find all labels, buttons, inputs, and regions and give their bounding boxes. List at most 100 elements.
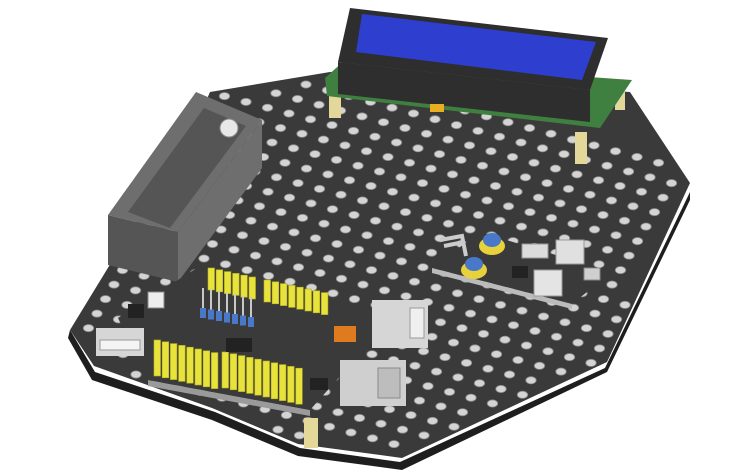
mounting-hole: [91, 309, 103, 318]
mounting-hole: [627, 202, 639, 211]
mounting-hole: [382, 237, 395, 246]
mounting-hole: [275, 208, 287, 217]
mounting-hole: [537, 228, 549, 237]
mounting-hole: [652, 158, 665, 167]
header-pin: [288, 285, 296, 308]
header-pin: [238, 355, 246, 392]
mounting-hole: [361, 231, 373, 240]
mounting-hole: [266, 222, 279, 231]
header-pin: [211, 352, 219, 389]
mounting-hole: [323, 422, 336, 431]
mounting-hole: [429, 199, 442, 208]
mounting-hole: [420, 129, 433, 138]
header-pin-metal: [218, 291, 220, 311]
mounting-hole: [375, 419, 387, 428]
mounting-hole: [490, 350, 503, 359]
jumper-block: [248, 317, 254, 327]
mounting-hole: [511, 187, 523, 196]
mounting-hole: [413, 396, 426, 405]
mounting-hole: [330, 155, 343, 164]
mounting-hole: [382, 152, 394, 161]
jumper-block: [232, 314, 238, 324]
mounting-hole: [387, 271, 399, 280]
mounting-hole: [512, 355, 524, 364]
mounting-hole: [369, 216, 382, 225]
mounting-hole: [469, 344, 481, 353]
orange-component: [334, 326, 356, 342]
mounting-hole: [292, 263, 305, 272]
mounting-hole: [516, 390, 529, 399]
mounting-hole: [326, 121, 338, 130]
mounting-hole: [610, 231, 622, 240]
mounting-hole: [322, 170, 334, 179]
mounting-hole: [412, 228, 425, 237]
mounting-hole: [528, 158, 540, 167]
mounting-hole: [460, 358, 473, 367]
mounting-hole: [272, 425, 284, 434]
mounting-hole: [443, 303, 455, 312]
mounting-hole: [545, 129, 557, 138]
mounting-hole: [249, 251, 262, 260]
mounting-hole: [459, 190, 472, 199]
mounting-hole: [609, 147, 622, 156]
mounting-hole: [317, 135, 330, 144]
sensor-connector-b: [555, 239, 585, 265]
mounting-hole: [494, 300, 507, 309]
header-pins: [153, 267, 329, 405]
header-pin: [304, 288, 312, 312]
header-pin: [262, 360, 270, 398]
mounting-hole: [301, 248, 313, 257]
mounting-hole: [356, 112, 368, 121]
mounting-hole: [262, 187, 274, 196]
mounting-hole: [332, 408, 344, 417]
mounting-hole: [507, 321, 520, 330]
mounting-hole: [567, 219, 579, 228]
mounting-hole: [218, 92, 231, 101]
mounting-hole: [592, 176, 605, 185]
mounting-hole: [433, 150, 446, 159]
mounting-hole: [313, 100, 325, 109]
mounting-hole: [463, 141, 476, 150]
mounting-hole: [369, 132, 381, 141]
mounting-hole: [519, 173, 532, 182]
mounting-hole: [456, 324, 468, 333]
header-pin-metal: [250, 297, 252, 317]
jumper-block: [200, 308, 206, 318]
mounting-hole: [541, 179, 553, 188]
lcd-standoff-right: [575, 132, 587, 164]
header-pin: [232, 273, 240, 296]
sensor-bent-pins: [439, 233, 468, 257]
mounting-hole: [417, 263, 429, 272]
mounting-hole: [533, 361, 546, 370]
usb-port-b-opening: [409, 307, 425, 339]
mounting-hole: [523, 124, 536, 133]
mounting-hole: [296, 213, 309, 222]
mounting-hole: [425, 248, 438, 257]
mounting-hole: [228, 245, 240, 254]
header-pin: [254, 358, 262, 396]
mounting-hole: [245, 216, 257, 225]
mounting-hole: [439, 353, 451, 362]
mounting-hole: [619, 300, 631, 309]
header-pin: [271, 281, 280, 305]
mounting-hole: [322, 254, 335, 263]
header-pin: [240, 274, 248, 298]
mounting-hole: [430, 283, 442, 292]
mounting-hole: [464, 309, 477, 318]
mounting-hole: [524, 208, 536, 217]
mounting-hole: [455, 155, 467, 164]
mounting-hole: [378, 286, 391, 295]
mounting-hole: [409, 361, 421, 370]
mounting-hole: [356, 196, 369, 205]
mounting-hole: [309, 234, 322, 243]
header-pin: [295, 367, 303, 405]
mounting-hole: [318, 219, 330, 228]
mounting-hole: [345, 428, 357, 437]
mounting-hole: [472, 126, 484, 135]
mounting-hole: [353, 413, 366, 422]
mounting-hole: [614, 181, 626, 190]
mounting-hole: [451, 289, 464, 298]
mounting-hole: [357, 280, 369, 289]
mounting-hole: [446, 170, 459, 179]
